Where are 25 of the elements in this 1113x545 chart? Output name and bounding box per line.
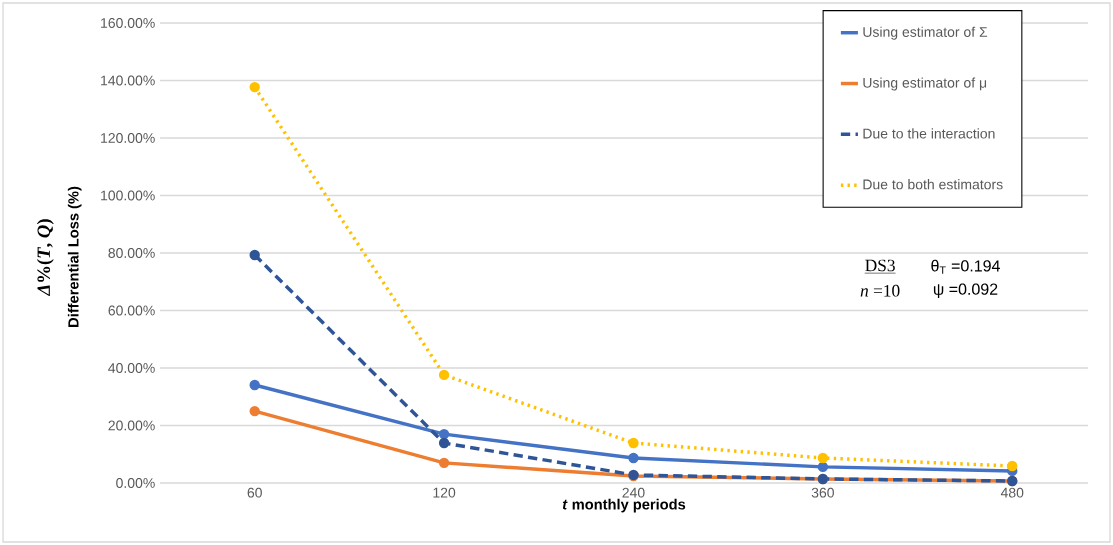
- x-tick-label: 240: [622, 487, 645, 498]
- y-tick-label: 60.00%: [108, 305, 155, 316]
- annotation: n =10: [860, 284, 900, 297]
- x-tick-label: 60: [247, 487, 262, 498]
- y-tick-label: 40.00%: [108, 363, 155, 373]
- x-axis-title: t monthly periods: [562, 498, 686, 513]
- y-tick-label: 120.00%: [101, 133, 155, 143]
- y-tick-label: 20.00%: [108, 420, 155, 431]
- legend-label: Using estimator of Σ: [863, 26, 988, 40]
- annotation: ψ =0.092: [933, 283, 998, 298]
- y-tick-label: 100.00%: [101, 190, 155, 201]
- annotation: DS3: [865, 259, 895, 272]
- x-tick-label: 480: [1000, 487, 1024, 498]
- y-tick-label: 0.00%: [116, 478, 155, 488]
- text: Δ%(T, Q): [36, 219, 54, 297]
- legend-label: Due to the interaction: [863, 128, 995, 139]
- y-axis-title: Differential Loss (%): [67, 186, 82, 327]
- y-tick-label: 80.00%: [108, 248, 155, 258]
- x-tick-label: 120: [433, 487, 456, 498]
- legend-label: Using estimator of μ: [863, 77, 987, 91]
- annotation: θ$_{T}$ =0.194: [931, 259, 1000, 274]
- y-tick-label: 160.00%: [101, 18, 155, 28]
- y-tick-label: 140.00%: [101, 75, 155, 86]
- x-tick-label: 360: [811, 487, 834, 498]
- legend-label: Due to both estimators: [863, 179, 1003, 190]
